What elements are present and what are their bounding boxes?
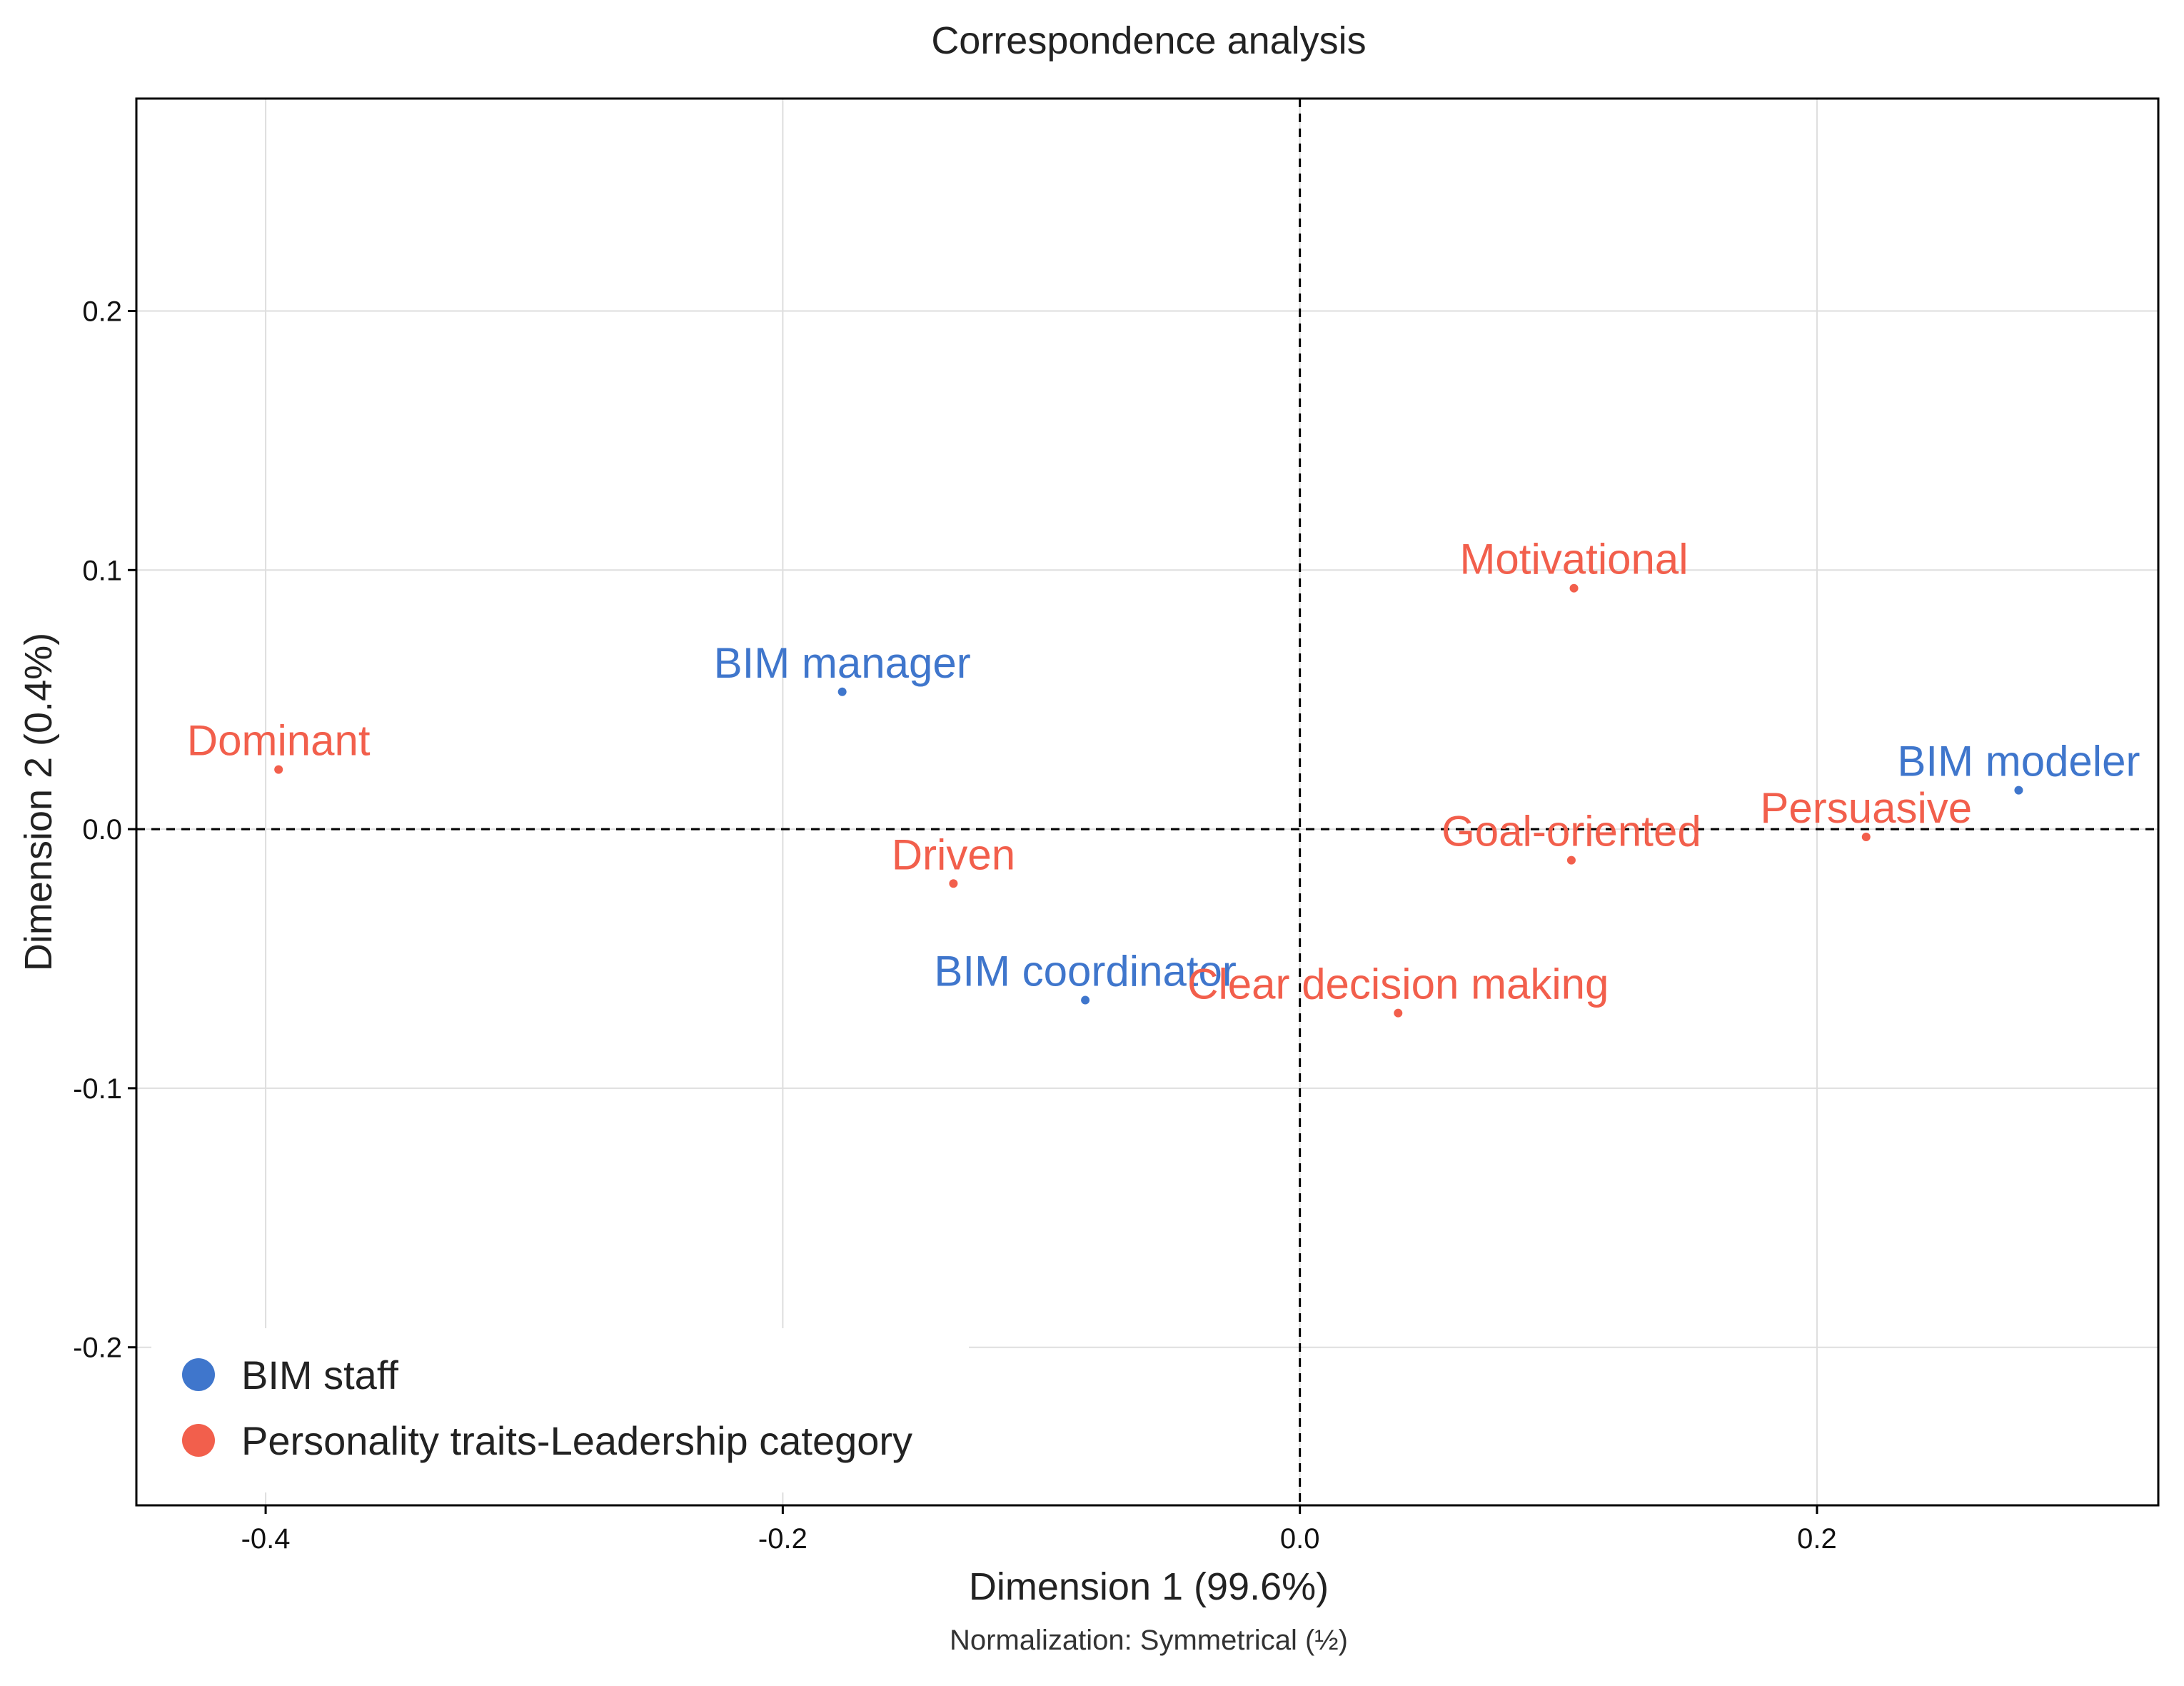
- point-label-persuasive: Persuasive: [1760, 784, 1972, 832]
- reference-lines: [136, 99, 2158, 1505]
- caption: Normalization: Symmetrical (½): [950, 1625, 1348, 1656]
- point-label-motivational: Motivational: [1459, 536, 1688, 583]
- x-tick-label: 0.0: [1280, 1523, 1320, 1555]
- x-axis-ticks: -0.4 -0.2 0.0 0.2: [241, 1505, 1837, 1555]
- y-tick-label: 0.2: [82, 296, 122, 327]
- point-label-bim-manager: BIM manager: [714, 639, 971, 687]
- data-points: [274, 583, 2023, 1018]
- point-motivational: [1569, 583, 1579, 593]
- y-axis-ticks: -0.2 -0.1 0.0 0.1 0.2: [73, 296, 136, 1364]
- point-goal-oriented: [1566, 855, 1576, 865]
- point-label-bim-modeler: BIM modeler: [1897, 738, 2140, 786]
- x-axis-title: Dimension 1 (99.6%): [969, 1565, 1329, 1608]
- point-bim-manager: [837, 687, 847, 696]
- point-dominant: [274, 765, 283, 774]
- point-label-dominant: Dominant: [187, 717, 371, 765]
- point-label-bim-coordinator: BIM coordinator: [934, 948, 1237, 995]
- point-label-clear-decision-making: Clear decision making: [1187, 960, 1609, 1008]
- legend-marker-personality-traits-leadership-category: [182, 1424, 215, 1457]
- point-label-driven: Driven: [892, 831, 1015, 878]
- y-tick-label: 0.1: [82, 555, 122, 586]
- x-tick-label: -0.4: [241, 1523, 291, 1555]
- y-tick-label: -0.2: [73, 1333, 122, 1364]
- plot-frame: [135, 97, 2160, 1507]
- legend-label-personality-traits-leadership-category: Personality traits-Leadership category: [241, 1418, 912, 1463]
- point-persuasive: [1861, 832, 1871, 841]
- x-tick-label: 0.2: [1797, 1523, 1837, 1555]
- point-bim-modeler: [2014, 786, 2023, 795]
- legend-label-bim-staff: BIM staff: [241, 1353, 398, 1398]
- point-driven: [949, 879, 958, 888]
- y-tick-label: -0.1: [73, 1073, 122, 1105]
- y-tick-label: 0.0: [82, 814, 122, 845]
- data-labels: BIM manager BIM coordinator BIM modeler Dom…: [187, 536, 2140, 1008]
- legend: BIM staff Personality traits-Leadership c…: [151, 1328, 969, 1492]
- legend-marker-bim-staff: [182, 1358, 215, 1391]
- point-bim-coordinator: [1081, 995, 1090, 1005]
- legend-background: [151, 1328, 969, 1492]
- x-tick-label: -0.2: [758, 1523, 807, 1555]
- chart-title: Correspondence analysis: [931, 19, 1366, 62]
- y-axis-title: Dimension 2 (0.4%): [17, 633, 60, 971]
- point-clear-decision-making: [1394, 1008, 1403, 1018]
- point-label-goal-oriented: Goal-oriented: [1441, 808, 1701, 855]
